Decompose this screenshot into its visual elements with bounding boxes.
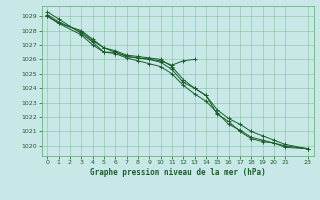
X-axis label: Graphe pression niveau de la mer (hPa): Graphe pression niveau de la mer (hPa) (90, 168, 266, 177)
